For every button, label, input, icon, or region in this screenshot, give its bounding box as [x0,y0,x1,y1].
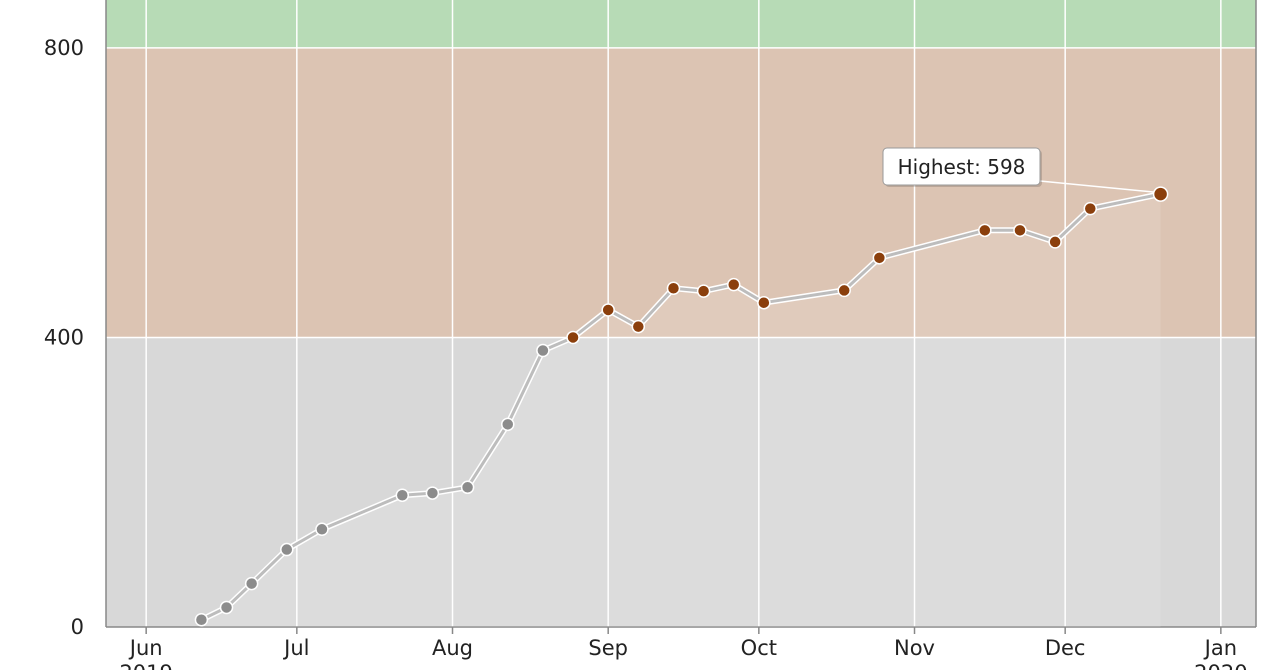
series [194,186,1169,627]
band-2 [106,0,1256,48]
band-0 [106,337,1256,627]
data-point [395,488,410,503]
data-point [837,283,851,298]
x-tick-sublabel: 2020 [1194,661,1247,670]
x-tick-label: Jul [282,636,309,660]
y-axis-ticks: 0 400 800 [44,36,84,639]
data-point [757,295,771,310]
data-point [315,522,329,537]
data-point [666,281,681,295]
x-tick-sublabel: 2019 [119,661,172,670]
data-point [978,223,992,238]
data-point [566,330,580,345]
data-point [425,486,440,500]
threshold-bands [106,0,1256,627]
data-point [244,576,259,591]
data-point [536,343,550,358]
x-tick-label: Nov [894,636,935,660]
tooltip-box [882,147,1041,186]
x-tick-label: Sep [588,636,628,660]
x-tick-label: Dec [1045,636,1086,660]
x-tick-label: Jun [128,636,163,660]
data-point [601,303,615,317]
data-point [194,613,209,627]
data-point [460,480,475,495]
x-tick-label: Aug [432,636,473,660]
data-point [726,277,741,292]
data-point [1152,186,1169,202]
data-point [631,319,646,334]
data-point [1013,223,1027,238]
data-point [1083,201,1098,216]
x-tick-label: Jan [1203,636,1237,660]
data-point [696,284,711,298]
series-area [201,194,1161,627]
axes [105,0,1257,628]
x-axis-ticks: Jun2019 Jul Aug Sep Oct Nov Dec Jan2020 [119,627,1248,670]
y-tick-label: 400 [44,325,84,349]
tooltip-connector [1039,180,1155,193]
data-point [500,417,515,432]
data-point [872,251,887,265]
data-point [280,542,294,557]
data-point [219,600,234,615]
y-tick-label: 800 [44,36,84,60]
annotation: Highest: 598 [882,147,1155,193]
y-tick-label: 0 [71,615,84,639]
x-tick-label: Oct [741,636,777,660]
tooltip-label: Highest: 598 [898,155,1026,179]
data-point [1048,235,1062,249]
